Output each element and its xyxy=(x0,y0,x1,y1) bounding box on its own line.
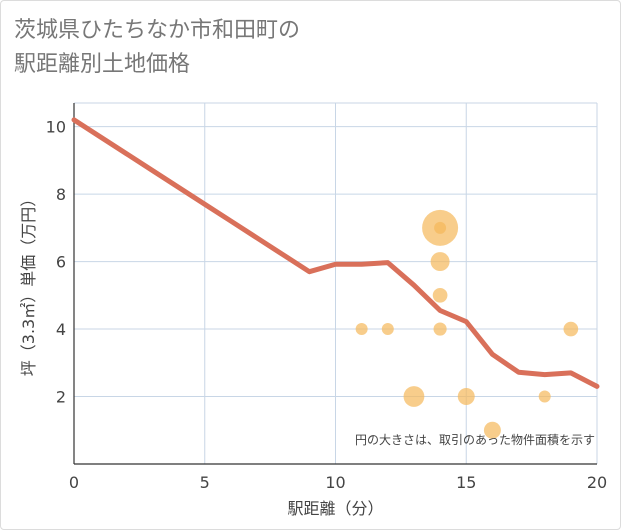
x-tick-label: 15 xyxy=(456,473,476,492)
scatter-point xyxy=(432,287,448,303)
trend-line xyxy=(71,117,600,389)
tick-labels: 0 5 10 15 20 2 4 6 8 10 xyxy=(46,118,608,492)
grid-lines xyxy=(74,102,598,464)
scatter-points xyxy=(355,209,579,439)
scatter-point xyxy=(457,388,475,406)
scatter-point xyxy=(433,322,447,336)
scatter-point xyxy=(381,323,394,336)
scatter-point xyxy=(483,421,501,439)
scatter-point xyxy=(355,323,368,336)
y-tick-label: 8 xyxy=(56,185,66,204)
y-tick-label: 10 xyxy=(46,118,66,137)
x-tick-label: 20 xyxy=(587,473,607,492)
chart-title-line1: 茨城県ひたちなか市和田町の xyxy=(14,18,301,43)
chart-title-line2: 駅距離別土地価格 xyxy=(14,52,191,77)
scatter-point xyxy=(403,386,425,407)
x-tick-label: 10 xyxy=(325,473,345,492)
x-tick-label: 0 xyxy=(69,473,79,492)
chart-title: 茨城県ひたちなか市和田町の 駅距離別土地価格 xyxy=(14,14,300,82)
y-tick-label: 6 xyxy=(56,253,66,272)
chart-note: 円の大きさは、取引のあった物件面積を示す xyxy=(355,432,595,447)
y-tick-label: 4 xyxy=(56,320,66,339)
x-axis-label: 駅距離（分） xyxy=(287,499,383,518)
scatter-point xyxy=(434,221,447,234)
y-tick-label: 2 xyxy=(56,388,66,407)
y-axis-label: 坪（3.3㎡）単価（万円） xyxy=(19,191,38,376)
scatter-point xyxy=(563,321,579,337)
scatter-point xyxy=(430,252,450,272)
scatter-point xyxy=(538,390,551,403)
x-tick-label: 5 xyxy=(200,473,210,492)
axes xyxy=(73,103,597,465)
trend-line-group xyxy=(71,117,600,389)
